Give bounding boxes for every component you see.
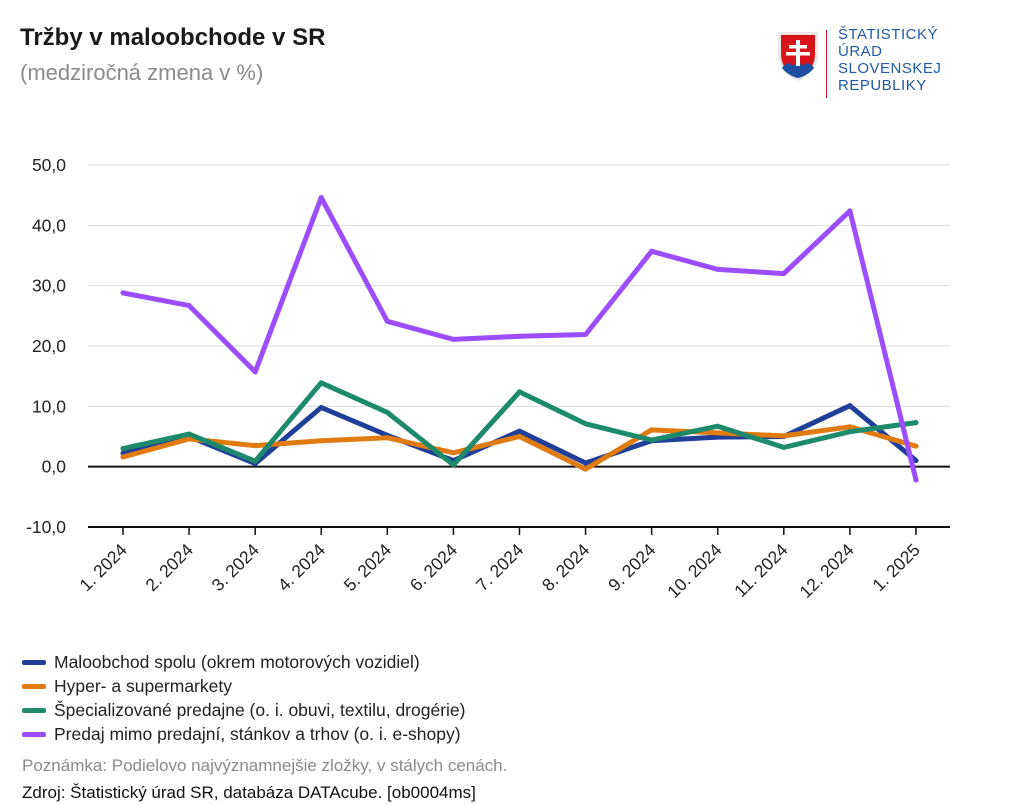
data-point bbox=[516, 434, 522, 439]
legend-label: Hyper- a supermarkety bbox=[54, 675, 232, 696]
logo-line: ŠTATISTICKÝ bbox=[838, 26, 938, 43]
legend-swatch bbox=[22, 659, 46, 665]
x-tick-label: 9. 2024 bbox=[604, 539, 660, 595]
x-tick-label: 7. 2024 bbox=[472, 539, 528, 595]
data-point bbox=[384, 409, 390, 415]
y-tick-label: 50,0 bbox=[32, 155, 66, 175]
data-point bbox=[847, 429, 853, 435]
series-line bbox=[120, 380, 919, 468]
data-point bbox=[186, 303, 192, 309]
y-tick-label: 20,0 bbox=[32, 336, 66, 356]
data-point bbox=[847, 424, 853, 430]
data-point bbox=[186, 431, 192, 437]
data-point bbox=[252, 443, 258, 449]
legend: Maloobchod spolu (okrem motorových vozid… bbox=[22, 650, 465, 746]
legend-item[interactable]: Špecializované predajne (o. i. obuvi, te… bbox=[22, 698, 465, 722]
x-tick-label: 2. 2024 bbox=[141, 539, 197, 595]
y-axis-tick-labels: -10,0 0,0 10,0 20,0 30,0 40,0 50,0 bbox=[26, 155, 66, 537]
data-point bbox=[781, 433, 787, 439]
data-point bbox=[516, 428, 522, 434]
logo-divider bbox=[826, 30, 827, 98]
data-point bbox=[781, 271, 787, 277]
data-point bbox=[649, 437, 655, 443]
logo-line: SLOVENSKEJ bbox=[838, 60, 942, 77]
logo-text: ŠTATISTICKÝ ÚRAD SLOVENSKEJ REPUBLIKY bbox=[838, 26, 941, 94]
x-tick-label: 10. 2024 bbox=[663, 540, 725, 602]
data-point bbox=[318, 438, 324, 444]
y-tick-label: 40,0 bbox=[32, 215, 66, 235]
x-tick-label: 11. 2024 bbox=[730, 540, 792, 602]
data-point bbox=[715, 423, 721, 429]
data-point bbox=[120, 454, 126, 460]
legend-swatch bbox=[22, 731, 46, 737]
grid-layer bbox=[88, 164, 950, 528]
data-point bbox=[913, 477, 919, 483]
logo-line: ÚRAD bbox=[838, 43, 883, 60]
data-point bbox=[450, 336, 456, 342]
data-point bbox=[583, 466, 589, 472]
data-point bbox=[649, 248, 655, 254]
legend-label: Špecializované predajne (o. i. obuvi, te… bbox=[54, 699, 466, 720]
data-point bbox=[318, 380, 324, 386]
data-point bbox=[516, 389, 522, 395]
x-tick-label: 5. 2024 bbox=[340, 539, 396, 595]
x-tick-label: 1. 2024 bbox=[75, 539, 131, 595]
chart-title: Tržby v maloobchode v SR bbox=[20, 24, 326, 51]
x-tick-label: 6. 2024 bbox=[406, 539, 462, 595]
data-point bbox=[649, 427, 655, 433]
legend-item[interactable]: Hyper- a supermarkety bbox=[22, 674, 465, 698]
chart-subtitle: (medziročná zmena v %) bbox=[20, 60, 264, 85]
x-tick-label: 8. 2024 bbox=[538, 539, 594, 595]
statistical-office-logo[interactable]: ŠTATISTICKÝ ÚRAD SLOVENSKEJ REPUBLIKY bbox=[776, 26, 966, 100]
logo-line: REPUBLIKY bbox=[838, 77, 927, 94]
data-point bbox=[186, 436, 192, 442]
data-point bbox=[318, 405, 324, 411]
data-point bbox=[715, 266, 721, 272]
legend-swatch bbox=[22, 707, 46, 713]
x-tick-label: 4. 2024 bbox=[274, 539, 330, 595]
slovak-coat-of-arms-icon bbox=[778, 32, 818, 81]
chart-note: Poznámka: Podielovo najvýznamnejšie zlož… bbox=[22, 756, 508, 775]
y-tick-label: 0,0 bbox=[42, 457, 67, 477]
y-tick-label: -10,0 bbox=[26, 517, 66, 537]
data-point bbox=[583, 460, 589, 466]
data-point bbox=[913, 420, 919, 426]
data-point bbox=[913, 458, 919, 464]
y-tick-label: 10,0 bbox=[32, 396, 66, 416]
legend-swatch bbox=[22, 683, 46, 689]
legend-label: Maloobchod spolu (okrem motorových vozid… bbox=[54, 651, 420, 672]
x-tick-label: 1. 2025 bbox=[868, 540, 923, 595]
data-point bbox=[318, 195, 324, 201]
data-point bbox=[583, 332, 589, 338]
data-point bbox=[781, 444, 787, 450]
data-point bbox=[583, 421, 589, 427]
x-axis-tick-labels: 1. 2024 2. 2024 3. 2024 4. 2024 5. 2024 6. 20… bbox=[75, 527, 924, 602]
chart-source[interactable]: Zdroj: Štatistický úrad SR, databáza DAT… bbox=[22, 783, 476, 802]
data-point bbox=[384, 435, 390, 441]
data-point bbox=[913, 443, 919, 449]
data-point bbox=[715, 434, 721, 440]
data-point bbox=[516, 333, 522, 339]
data-point bbox=[450, 462, 456, 468]
data-point bbox=[120, 446, 126, 452]
data-point bbox=[715, 430, 721, 436]
legend-item[interactable]: Predaj mimo predajní, stánkov a trhov (o… bbox=[22, 722, 465, 746]
legend-label: Predaj mimo predajní, stánkov a trhov (o… bbox=[54, 723, 461, 744]
data-point bbox=[847, 208, 853, 214]
x-tick-label: 12. 2024 bbox=[795, 540, 857, 602]
data-point bbox=[384, 318, 390, 324]
data-point bbox=[847, 403, 853, 409]
legend-item[interactable]: Maloobchod spolu (okrem motorových vozid… bbox=[22, 650, 465, 674]
series-layer bbox=[120, 195, 919, 483]
data-point bbox=[120, 290, 126, 296]
x-tick-label: 3. 2024 bbox=[208, 539, 264, 595]
data-point bbox=[252, 458, 258, 464]
data-point bbox=[450, 450, 456, 456]
data-point bbox=[252, 369, 258, 375]
y-tick-label: 30,0 bbox=[32, 276, 66, 296]
line-chart: -10,0 0,0 10,0 20,0 30,0 40,0 50,0 1. 2024 2. 2… bbox=[26, 155, 950, 602]
